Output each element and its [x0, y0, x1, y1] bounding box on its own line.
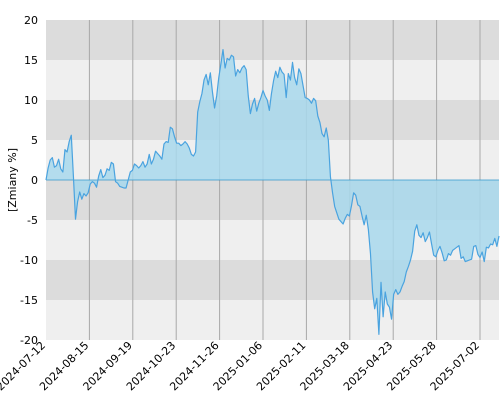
background-band [46, 260, 499, 300]
y-tick-label: 10 [24, 94, 38, 107]
y-tick-label: -15 [20, 294, 38, 307]
series-area [46, 49, 499, 335]
y-tick-label: -10 [20, 254, 38, 267]
y-tick-label: 0 [31, 174, 38, 187]
background-band [46, 20, 499, 60]
y-tick-label: 20 [24, 14, 38, 27]
y-tick-label: -20 [20, 334, 38, 347]
y-tick-labels: 20 15 10 5 0 -5 -10 -15 -20 [20, 14, 38, 347]
x-tick-labels: 2024-07-122024-08-152024-09-192024-10-23… [0, 339, 482, 393]
background-band [46, 300, 499, 340]
y-tick-label: -5 [27, 214, 38, 227]
y-tick-label: 15 [24, 54, 38, 67]
y-axis-title: [Zmiany %] [6, 148, 19, 212]
y-tick-label: 5 [31, 134, 38, 147]
series-line [45, 49, 500, 335]
series-layer [45, 49, 500, 335]
